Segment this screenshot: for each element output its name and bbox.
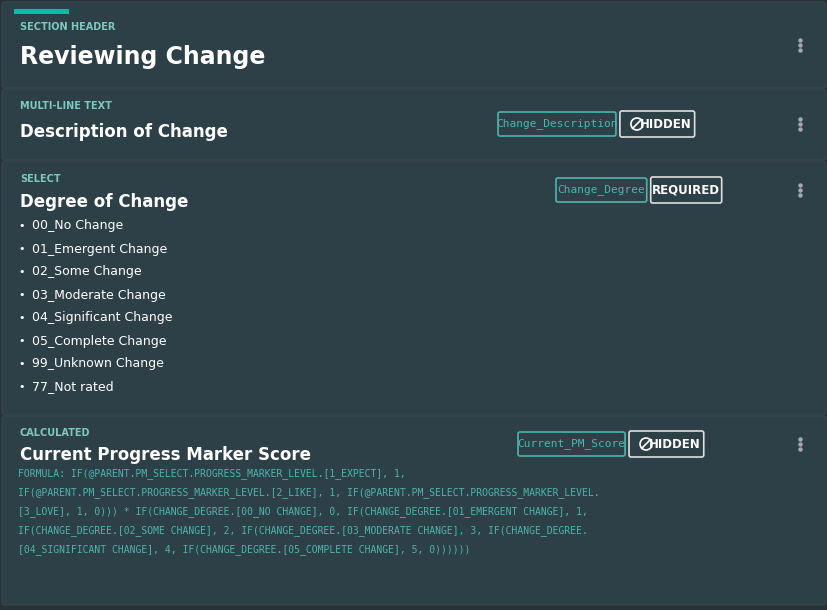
Text: [3_LOVE], 1, 0))) * IF(CHANGE_DEGREE.[00_NO CHANGE], 0, IF(CHANGE_DEGREE.[01_EME: [3_LOVE], 1, 0))) * IF(CHANGE_DEGREE.[00… xyxy=(18,506,587,517)
Text: Current Progress Marker Score: Current Progress Marker Score xyxy=(20,446,311,464)
Text: •: • xyxy=(19,221,25,231)
Text: HIDDEN: HIDDEN xyxy=(638,118,691,131)
Text: CALCULATED: CALCULATED xyxy=(20,428,90,438)
Text: REQUIRED: REQUIRED xyxy=(652,184,719,196)
Text: FORMULA: IF(@PARENT.PM_SELECT.PROGRESS_MARKER_LEVEL.[1_EXPECT], 1,: FORMULA: IF(@PARENT.PM_SELECT.PROGRESS_M… xyxy=(18,468,405,479)
Text: Change_Description: Change_Description xyxy=(495,118,617,129)
Text: •: • xyxy=(19,244,25,254)
Text: [04_SIGNIFICANT CHANGE], 4, IF(CHANGE_DEGREE.[05_COMPLETE CHANGE], 5, 0)))))): [04_SIGNIFICANT CHANGE], 4, IF(CHANGE_DE… xyxy=(18,545,470,556)
Text: SELECT: SELECT xyxy=(20,174,60,184)
FancyBboxPatch shape xyxy=(2,416,825,605)
FancyBboxPatch shape xyxy=(2,2,825,88)
Text: 05_Complete Change: 05_Complete Change xyxy=(32,334,166,348)
FancyBboxPatch shape xyxy=(14,9,69,14)
Text: •: • xyxy=(19,359,25,369)
Text: IF(@PARENT.PM_SELECT.PROGRESS_MARKER_LEVEL.[2_LIKE], 1, IF(@PARENT.PM_SELECT.PRO: IF(@PARENT.PM_SELECT.PROGRESS_MARKER_LEV… xyxy=(18,487,599,498)
Text: 04_Significant Change: 04_Significant Change xyxy=(32,312,172,325)
Text: 77_Not rated: 77_Not rated xyxy=(32,381,113,393)
Text: 00_No Change: 00_No Change xyxy=(32,220,123,232)
FancyBboxPatch shape xyxy=(2,89,825,160)
Text: 02_Some Change: 02_Some Change xyxy=(32,265,141,279)
Text: 01_Emergent Change: 01_Emergent Change xyxy=(32,243,167,256)
Text: SECTION HEADER: SECTION HEADER xyxy=(20,22,115,32)
Text: Reviewing Change: Reviewing Change xyxy=(20,45,265,69)
Text: •: • xyxy=(19,336,25,346)
Text: •: • xyxy=(19,267,25,277)
Text: •: • xyxy=(19,313,25,323)
Text: Current_PM_Score: Current_PM_Score xyxy=(517,439,624,450)
Text: •: • xyxy=(19,382,25,392)
FancyBboxPatch shape xyxy=(2,161,825,415)
Text: Change_Degree: Change_Degree xyxy=(557,185,644,195)
Text: MULTI-LINE TEXT: MULTI-LINE TEXT xyxy=(20,101,112,111)
Text: 99_Unknown Change: 99_Unknown Change xyxy=(32,357,164,370)
Text: Degree of Change: Degree of Change xyxy=(20,193,189,211)
Text: •: • xyxy=(19,290,25,300)
Text: 03_Moderate Change: 03_Moderate Change xyxy=(32,289,165,301)
Text: Description of Change: Description of Change xyxy=(20,123,227,141)
Text: HIDDEN: HIDDEN xyxy=(648,437,700,451)
Text: IF(CHANGE_DEGREE.[02_SOME CHANGE], 2, IF(CHANGE_DEGREE.[03_MODERATE CHANGE], 3, : IF(CHANGE_DEGREE.[02_SOME CHANGE], 2, IF… xyxy=(18,526,587,536)
